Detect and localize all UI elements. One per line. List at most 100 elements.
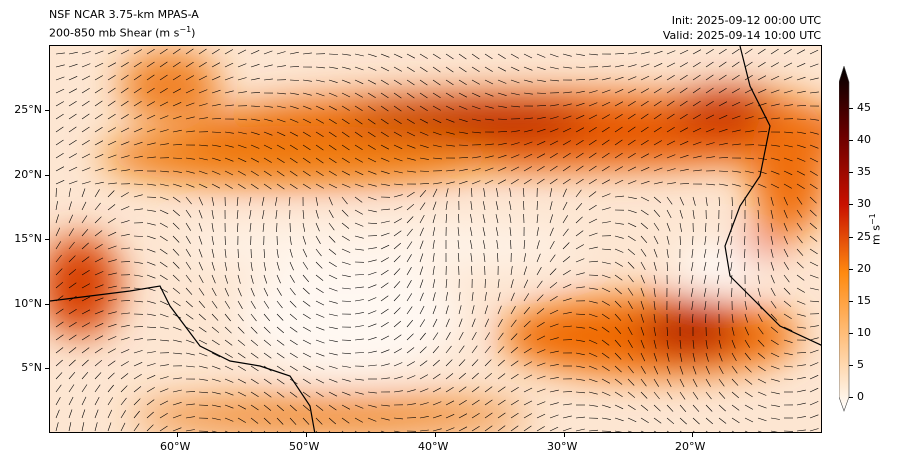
wind-barb [146,128,156,133]
wind-barb [432,182,442,185]
wind-barb [94,359,103,367]
wind-barb [250,261,253,271]
wind-barb [380,269,389,276]
wind-barb [549,140,559,146]
wind-barb [482,227,486,237]
wind-barb [549,116,559,120]
wind-barb [107,50,117,55]
wind-barb [185,170,195,174]
wind-barb [796,235,803,244]
wind-barb [497,279,500,289]
wind-barb [380,105,389,112]
wind-barb [341,157,350,163]
colorbar-tick-mark [849,236,853,238]
wind-barb [250,157,260,163]
wind-barb [289,300,297,308]
wind-barb [731,48,740,55]
wind-barb [575,272,585,276]
wind-barb [458,79,467,85]
wind-barb [718,326,721,336]
wind-barb [627,209,637,214]
wind-barb [432,253,435,263]
wind-barb [393,294,401,302]
wind-barb [94,284,104,289]
wind-barb [757,89,767,94]
wind-barb [380,118,389,125]
wind-barb [133,235,144,237]
wind-barb [536,253,541,263]
wind-barb [536,79,546,82]
wind-barb [640,352,646,362]
wind-barb [419,157,429,160]
wind-barb [289,391,298,398]
wind-barb [601,261,611,265]
wind-barb [510,360,519,367]
wind-barb [716,274,720,284]
wind-barb [367,79,377,85]
wind-barb [107,285,117,289]
wind-barb [471,265,473,276]
wind-barb [406,347,415,354]
wind-barb [250,50,260,55]
wind-barb [731,143,741,146]
wind-barb [770,117,780,120]
wind-barb [159,376,169,380]
wind-barb [237,157,247,163]
wind-barb [483,253,486,263]
wind-barb [809,387,819,393]
wind-barb [172,339,182,343]
wind-barb [354,196,363,203]
wind-barb [716,248,720,258]
wind-barb [367,310,377,315]
wind-barb [692,169,702,172]
wind-barb [653,365,659,375]
wind-barb [354,53,364,57]
wind-barb [705,339,708,349]
wind-barb [730,222,733,233]
wind-barb [692,235,694,246]
wind-barb [523,387,533,393]
wind-barb [107,336,117,341]
wind-barb [172,48,181,55]
wind-barb [692,404,700,412]
wind-barb [81,256,90,263]
wind-barb [81,347,90,354]
wind-barb [185,300,193,308]
wind-barb [679,391,686,400]
wind-barb [198,274,204,284]
wind-barb [458,187,460,198]
wind-barb [393,417,404,420]
wind-barb [55,321,64,328]
wind-barb [211,417,221,421]
wind-barb [471,345,478,354]
wind-barb [341,66,351,70]
wind-barb [367,196,377,201]
wind-barb [159,196,169,201]
wind-barb [549,350,559,354]
wind-barb [302,248,308,258]
wind-barb [457,240,460,250]
wind-barb [393,334,402,341]
wind-barb [315,196,318,206]
wind-barb [406,280,412,289]
wind-barb [497,359,505,367]
wind-barb [55,254,62,263]
wind-barb [484,278,486,289]
wind-barb [198,89,208,94]
wind-barb [691,261,694,271]
wind-barb [744,313,748,323]
wind-barb [68,63,78,68]
wind-barb [575,79,586,81]
wind-barb [653,339,657,349]
wind-barb [601,65,611,68]
wind-barb [367,131,376,138]
wind-barb [497,319,503,328]
wind-barb [432,305,437,315]
wind-barb [185,75,194,81]
wind-barb [523,306,531,315]
wind-barb [237,170,246,176]
wind-barb [380,282,389,289]
wind-barb [744,88,754,94]
wind-barb [562,115,572,120]
wind-barb [703,274,707,284]
